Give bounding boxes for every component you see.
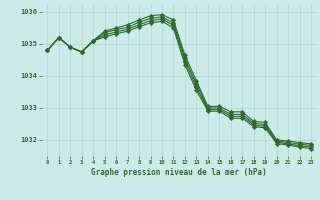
X-axis label: Graphe pression niveau de la mer (hPa): Graphe pression niveau de la mer (hPa) — [91, 168, 267, 177]
